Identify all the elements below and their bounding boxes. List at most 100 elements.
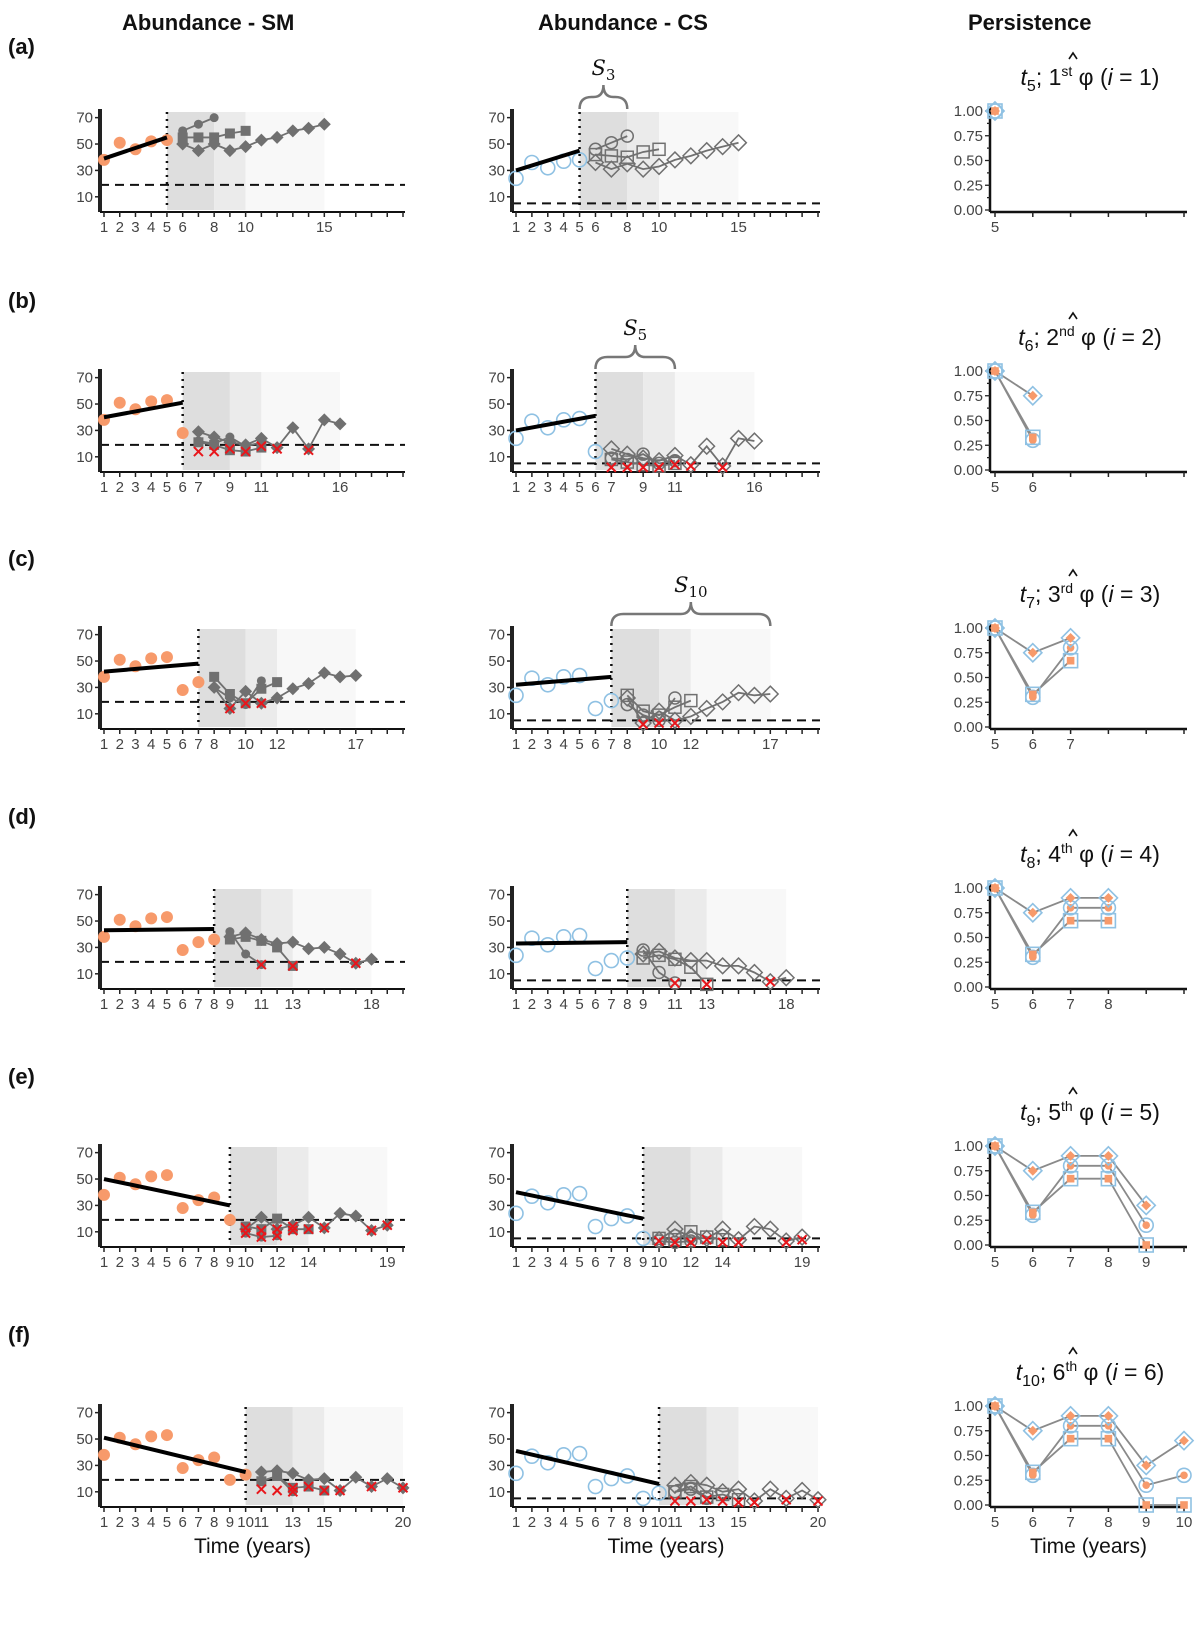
title-text: ( (1094, 841, 1108, 867)
y-tick-label: 10 (76, 706, 93, 723)
projection-point-circle (604, 135, 619, 150)
y-tick-label: 30 (76, 1457, 93, 1474)
projection-point-circle (620, 129, 635, 143)
cross-stroke (240, 1227, 251, 1239)
x-tick-label: 5 (575, 1254, 583, 1271)
x-tick-label: 5 (575, 1514, 583, 1531)
x-tick-label: 5 (163, 996, 171, 1013)
x-tick-label: 3 (544, 479, 552, 496)
y-tick-label: 70 (488, 887, 505, 904)
extinction-marker (256, 441, 267, 452)
projection-point-diamond (666, 949, 684, 967)
x-tick-label: 6 (179, 219, 187, 236)
observed-point (587, 700, 604, 717)
cross-stroke (781, 1494, 792, 1505)
observed-point (176, 427, 189, 440)
cross-stroke (717, 1495, 728, 1507)
y-tick-label: 50 (488, 653, 505, 670)
projection-point-diamond (793, 1228, 811, 1246)
projection-line-diamond (229, 931, 372, 965)
observed-point (587, 1478, 604, 1495)
extinction-marker (685, 1237, 697, 1248)
persistence-outline-diamond (984, 877, 1006, 899)
x-tick-label: 7 (194, 1514, 202, 1531)
x-tick-label: 10 (651, 219, 668, 236)
extinction-marker (287, 960, 299, 972)
projection-point-square (240, 125, 251, 136)
persistence-line-diamond (994, 1405, 1185, 1467)
extinction-marker (765, 976, 776, 987)
projection-point-circle (636, 943, 650, 957)
x-tick-label: 15 (316, 1514, 333, 1531)
x-tick-label: 7 (194, 1254, 202, 1271)
forecast-shade-band (627, 889, 675, 987)
persistence-point-diamond (1179, 1435, 1189, 1446)
persistence-outline-diamond (1135, 1195, 1157, 1216)
projection-point-square (636, 951, 650, 965)
forecast-span-brace (578, 84, 629, 110)
y-tick-label: 0.50 (954, 1448, 983, 1465)
cross-stroke (781, 1237, 792, 1248)
cross-stroke (271, 1485, 283, 1496)
x-tick-label: 9 (639, 1514, 647, 1531)
x-tick-label: 8 (623, 1254, 631, 1271)
persistence-panel-title: t6; 2nd φ (i = 2) (1018, 323, 1162, 355)
x-tick-label: 7 (194, 996, 202, 1013)
observed-point (571, 667, 588, 684)
x-tick-label: 2 (528, 996, 536, 1013)
x-tick-label: 12 (269, 736, 286, 753)
persistence-point-diamond (1027, 647, 1038, 658)
x-tick-label: 10 (237, 736, 254, 753)
column-header-persistence: Persistence (968, 10, 1092, 35)
persistence-outline-square (1100, 912, 1117, 929)
persistence-point-diamond (1065, 1410, 1076, 1421)
projection-point-diamond (270, 936, 284, 950)
x-tick-label: 9 (226, 479, 234, 496)
forecast-shade-band (643, 1147, 691, 1245)
x-tick-label: 5 (991, 479, 999, 496)
projection-point-circle (193, 119, 203, 129)
cross-stroke (256, 441, 267, 452)
x-tick-label: 2 (528, 1514, 536, 1531)
x-tick-label: 7 (607, 479, 615, 496)
x-tick-label: 3 (131, 736, 139, 753)
persistence-outline-circle (1138, 1217, 1154, 1233)
observed-point (603, 692, 620, 709)
observed-point (571, 1445, 588, 1462)
cross-stroke (271, 1230, 283, 1241)
cross-stroke (287, 960, 299, 972)
cross-stroke (287, 1482, 299, 1494)
x-tick-label: 4 (147, 1254, 155, 1271)
title-i: i (1108, 581, 1114, 607)
y-tick-label: 30 (488, 679, 505, 696)
x-tick-label: 2 (116, 1254, 124, 1271)
persistence-outline-diamond (1060, 1405, 1081, 1427)
title-text: ; 3 (1035, 581, 1061, 607)
extinction-marker (382, 1220, 393, 1231)
y-tick-label: 70 (76, 887, 93, 904)
x-tick-label: 15 (730, 219, 747, 236)
panel-persistence-1: t6; 2nd φ (i = 2)0.000.250.500.751.005 6 (954, 311, 1187, 496)
projection-point-square (224, 689, 235, 700)
cross-stroke (256, 959, 267, 970)
title-i: i (1108, 1099, 1114, 1125)
x-tick-label: 1 (100, 1514, 108, 1531)
cross-stroke (366, 1481, 377, 1492)
projection-point-square (684, 693, 698, 708)
forecast-shade-band (722, 1147, 803, 1245)
projection-point-diamond (317, 1472, 331, 1486)
extinction-marker (319, 1485, 330, 1496)
y-tick-label: 0.25 (954, 954, 983, 971)
observed-point (98, 670, 110, 683)
projection-point-diamond (602, 440, 621, 458)
y-tick-label: 0.25 (954, 1212, 983, 1229)
y-tick-label: 0.50 (954, 153, 983, 170)
title-text: ; 4 (1035, 841, 1061, 867)
title-t-subscript: 9 (1027, 1113, 1036, 1130)
y-tick-label: 70 (76, 370, 93, 387)
row-label-c: (c) (8, 546, 35, 571)
persistence-outline-square (1062, 912, 1079, 929)
cross-stroke (622, 462, 633, 473)
extinction-marker (287, 1482, 299, 1494)
x-tick-label: 9 (1142, 1254, 1150, 1271)
